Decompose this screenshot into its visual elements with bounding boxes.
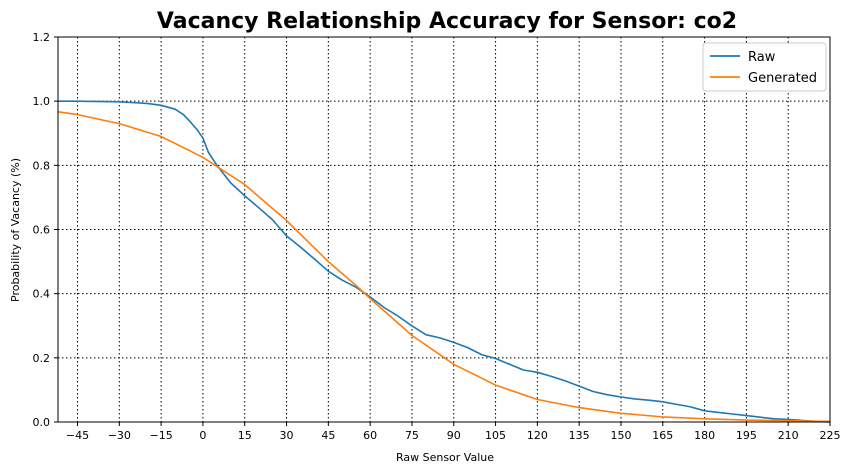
x-tick-label: 120 bbox=[527, 429, 548, 442]
x-tick-label: 0 bbox=[199, 429, 206, 442]
y-tick-label: 1.0 bbox=[33, 95, 51, 108]
legend-label-generated: Generated bbox=[748, 71, 817, 86]
x-tick-label: 195 bbox=[736, 429, 757, 442]
plot-lines bbox=[57, 100, 831, 423]
x-tick-label: 225 bbox=[820, 429, 841, 442]
y-tick-label: 0.2 bbox=[33, 352, 51, 365]
y-tick-label: 0.8 bbox=[33, 159, 51, 172]
y-tick-label: 0.4 bbox=[33, 288, 51, 301]
x-tick-label: 30 bbox=[280, 429, 294, 442]
x-tick-label: 180 bbox=[694, 429, 715, 442]
x-tick-label: −30 bbox=[108, 429, 131, 442]
grid bbox=[58, 36, 831, 423]
x-tick-label: 135 bbox=[569, 429, 590, 442]
series-line-generated bbox=[57, 111, 831, 423]
x-tick-label: 75 bbox=[405, 429, 419, 442]
x-axis-label: Raw Sensor Value bbox=[396, 451, 494, 464]
y-tick-label: 0.0 bbox=[33, 416, 51, 429]
legend-label-raw: Raw bbox=[748, 50, 776, 65]
x-tick-label: 210 bbox=[778, 429, 799, 442]
x-axis: −45 −30 −15 0 15 30 45 60 75 90 105 120 135 150 165 180… bbox=[66, 422, 841, 442]
x-tick-label: 165 bbox=[652, 429, 673, 442]
x-tick-label: 45 bbox=[321, 429, 335, 442]
legend-box bbox=[702, 42, 827, 92]
chart-title: Vacancy Relationship Accuracy for Sensor… bbox=[157, 9, 737, 34]
x-tick-label: −45 bbox=[66, 429, 89, 442]
y-axis-label: Probability of Vacancy (%) bbox=[9, 158, 22, 302]
x-tick-label: 105 bbox=[485, 429, 506, 442]
y-tick-label: 1.2 bbox=[33, 31, 51, 44]
legend: Raw Generated bbox=[702, 42, 827, 92]
x-tick-label: 15 bbox=[238, 429, 252, 442]
x-tick-label: −15 bbox=[150, 429, 173, 442]
y-axis: 0.0 0.2 0.4 0.6 0.8 1.0 1.2 bbox=[33, 31, 58, 429]
x-tick-label: 150 bbox=[610, 429, 631, 442]
y-tick-label: 0.6 bbox=[33, 224, 51, 237]
x-tick-label: 60 bbox=[363, 429, 377, 442]
x-tick-label: 90 bbox=[447, 429, 461, 442]
series-line-raw bbox=[58, 100, 831, 423]
